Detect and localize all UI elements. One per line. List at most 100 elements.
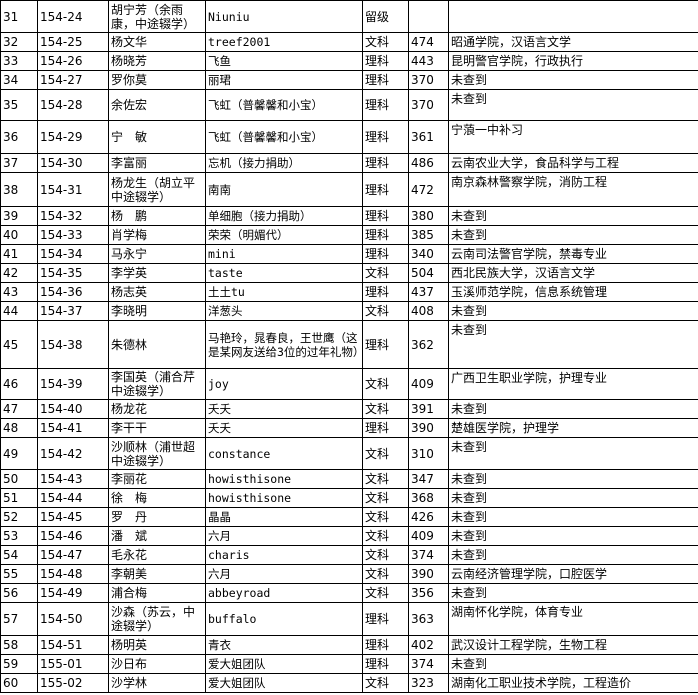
donor: 土土tu [205, 282, 363, 302]
donor: mini [205, 244, 363, 264]
subject: 理科 [362, 206, 409, 226]
table-row: 36 154-29 宁 敏飞虹（普馨馨和小宝） 理科 361 宁蒗一中补习 [0, 120, 698, 154]
row-index: 50 [0, 469, 38, 489]
score: 323 [408, 673, 449, 693]
subject: 理科 [362, 120, 409, 154]
student-name: 罗 丹 [108, 507, 206, 527]
subject: 文科 [362, 583, 409, 603]
subject: 理科 [362, 320, 409, 369]
student-name: 肖学梅 [108, 225, 206, 245]
donor: joy [205, 368, 363, 400]
score: 356 [408, 583, 449, 603]
donor: Niuniu [205, 0, 363, 33]
score: 380 [408, 206, 449, 226]
row-index: 60 [0, 673, 38, 693]
row-index: 39 [0, 206, 38, 226]
subject: 文科 [362, 301, 409, 321]
result: 未查到 [448, 437, 698, 470]
row-index: 45 [0, 320, 38, 369]
code: 154-30 [37, 153, 109, 173]
row-index: 42 [0, 263, 38, 283]
student-name: 徐 梅 [108, 488, 206, 508]
student-name: 杨龙生（胡立平中途辍学） [108, 172, 206, 207]
row-index: 47 [0, 399, 38, 419]
donor: taste [205, 263, 363, 283]
row-index: 56 [0, 583, 38, 603]
result: 未查到 [448, 526, 698, 546]
table-row: 49 154-42 沙顺林（浦世超中途辍学） constance 文科 310 未查到 [0, 437, 698, 470]
table-row: 50 154-43 李丽花 howisthisone 文科 347 未查到 [0, 469, 698, 489]
result: 未查到 [448, 488, 698, 508]
subject: 文科 [362, 32, 409, 52]
score [408, 0, 449, 33]
student-name: 宁 敏 [108, 120, 206, 154]
subject: 理科 [362, 418, 409, 438]
score: 361 [408, 120, 449, 154]
table-row: 35 154-28 余佐宏 飞虹（普馨馨和小宝） 理科 370 未查到 [0, 89, 698, 121]
student-name: 毛永花 [108, 545, 206, 565]
table-row: 51 154-44 徐 梅 howisthisone 文科 368 未查到 [0, 488, 698, 508]
result: 武汉设计工程学院，生物工程 [448, 635, 698, 655]
row-index: 58 [0, 635, 38, 655]
score: 368 [408, 488, 449, 508]
code: 154-36 [37, 282, 109, 302]
code: 154-42 [37, 437, 109, 470]
subject: 理科 [362, 654, 409, 674]
score: 409 [408, 368, 449, 400]
code: 154-27 [37, 70, 109, 90]
code: 154-37 [37, 301, 109, 321]
result: 未查到 [448, 583, 698, 603]
donor: 六月 [205, 564, 363, 584]
row-index: 41 [0, 244, 38, 264]
row-index: 31 [0, 0, 38, 33]
code: 154-48 [37, 564, 109, 584]
table-row: 47 154-40 杨龙花 夭夭 文科 391 未查到 [0, 399, 698, 419]
result: 未查到 [448, 225, 698, 245]
student-name: 杨文华 [108, 32, 206, 52]
student-name: 杨明英 [108, 635, 206, 655]
result: 未查到 [448, 469, 698, 489]
result: 云南司法警官学院，禁毒专业 [448, 244, 698, 264]
result: 未查到 [448, 507, 698, 527]
table-row: 58 154-51 杨明英 青衣 理科 402 武汉设计工程学院，生物工程 [0, 635, 698, 655]
score: 390 [408, 418, 449, 438]
code: 154-46 [37, 526, 109, 546]
row-index: 43 [0, 282, 38, 302]
student-name: 李国英（浦合芹中途辍学） [108, 368, 206, 400]
student-name: 杨龙花 [108, 399, 206, 419]
code: 154-34 [37, 244, 109, 264]
result: 湖南怀化学院，体育专业 [448, 602, 698, 636]
donor: 夭夭 [205, 418, 363, 438]
subject: 文科 [362, 545, 409, 565]
code: 154-44 [37, 488, 109, 508]
table-row: 33 154-26 杨晓芳 飞鱼 理科 443 昆明警官学院，行政执行 [0, 51, 698, 71]
code: 154-28 [37, 89, 109, 121]
code: 154-35 [37, 263, 109, 283]
donor: treef2001 [205, 32, 363, 52]
student-name: 沙学林 [108, 673, 206, 693]
result: 未查到 [448, 89, 698, 121]
code: 154-25 [37, 32, 109, 52]
row-index: 53 [0, 526, 38, 546]
code: 154-32 [37, 206, 109, 226]
result: 湖南化工职业技术学院，工程造价 [448, 673, 698, 693]
subject: 文科 [362, 507, 409, 527]
student-name: 李朝美 [108, 564, 206, 584]
result: 云南农业大学，食品科学与工程 [448, 153, 698, 173]
student-name: 杨 鹏 [108, 206, 206, 226]
code: 154-26 [37, 51, 109, 71]
subject: 理科 [362, 635, 409, 655]
score: 370 [408, 89, 449, 121]
table-row: 31 154-24 胡宁芳（余雨康，中途辍学） Niuniu 留级 [0, 0, 698, 33]
subject: 理科 [362, 153, 409, 173]
donor: 飞虹（普馨馨和小宝） [205, 89, 363, 121]
table-row: 34 154-27 罗你莫 丽珺 理科 370 未查到 [0, 70, 698, 90]
table-row: 55 154-48 李朝美 六月 文科 390 云南经济管理学院，口腔医学 [0, 564, 698, 584]
subject: 理科 [362, 51, 409, 71]
donor: 南南 [205, 172, 363, 207]
table-row: 60 155-02 沙学林 爱大姐团队 文科 323 湖南化工职业技术学院，工程造价 [0, 673, 698, 693]
table-row: 56 154-49 浦合梅 abbeyroad 文科 356 未查到 [0, 583, 698, 603]
code: 154-45 [37, 507, 109, 527]
result: 未查到 [448, 320, 698, 369]
student-name: 朱德林 [108, 320, 206, 369]
